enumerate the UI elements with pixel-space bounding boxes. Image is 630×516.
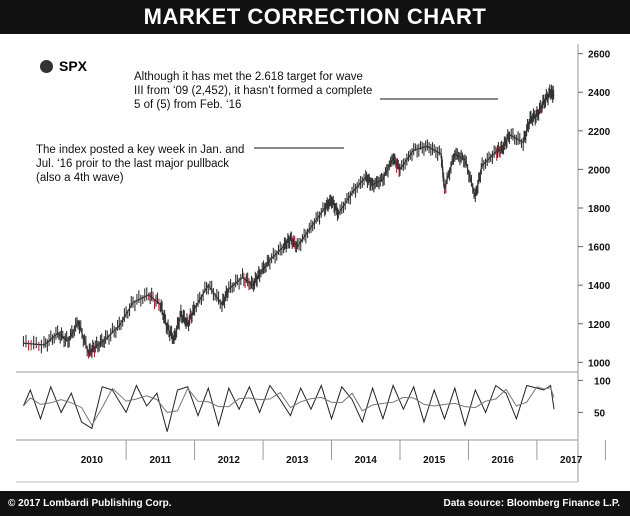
chart-title: MARKET CORRECTION CHART xyxy=(0,0,630,34)
y-tick-label: 1800 xyxy=(588,204,611,215)
y-tick-label: 1000 xyxy=(588,358,611,369)
osc-tick-label: 100 xyxy=(594,376,611,387)
y-tick-label: 1400 xyxy=(588,281,611,292)
x-tick-label: 2012 xyxy=(218,455,241,466)
annotation-top: Although it has met the 2.618 target for… xyxy=(134,71,373,111)
osc-tick-label: 50 xyxy=(594,408,606,419)
data-source: Data source: Bloomberg Finance L.P. xyxy=(443,498,620,509)
osc-slow-line xyxy=(23,386,555,427)
y-tick-label: 2400 xyxy=(588,88,611,99)
y-tick-label: 2600 xyxy=(588,50,611,61)
legend: SPX xyxy=(40,58,87,74)
plot-area xyxy=(16,40,630,491)
x-tick-label: 2011 xyxy=(150,455,172,466)
y-tick-label: 2000 xyxy=(588,165,611,176)
price-line xyxy=(23,91,555,354)
x-tick-label: 2014 xyxy=(355,455,378,466)
y-tick-label: 1200 xyxy=(588,320,611,331)
x-tick-label: 2015 xyxy=(423,455,446,466)
footer: © 2017 Lombardi Publishing Corp. Data so… xyxy=(0,491,630,516)
x-tick-label: 2013 xyxy=(286,455,309,466)
legend-label: SPX xyxy=(59,58,88,74)
y-tick-label: 2200 xyxy=(588,127,611,138)
x-tick-label: 2016 xyxy=(492,455,515,466)
osc-fast-line xyxy=(22,384,555,432)
annotation-mid: The index posted a key week in Jan. and … xyxy=(36,144,245,184)
x-tick-label: 2017 xyxy=(560,455,583,466)
y-tick-label: 1600 xyxy=(588,243,611,254)
x-tick-label: 2010 xyxy=(81,455,104,466)
copyright: © 2017 Lombardi Publishing Corp. xyxy=(8,498,172,509)
legend-dot-icon xyxy=(40,60,53,73)
